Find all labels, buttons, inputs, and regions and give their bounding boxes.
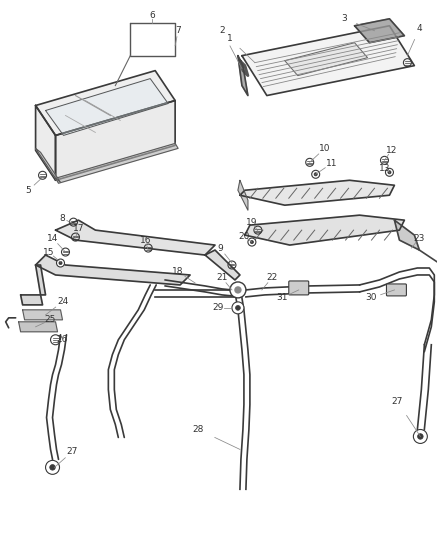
Text: 11: 11 — [326, 159, 337, 168]
Circle shape — [312, 171, 320, 178]
Polygon shape — [35, 106, 56, 180]
Polygon shape — [35, 71, 175, 135]
FancyBboxPatch shape — [289, 281, 309, 295]
Text: 20: 20 — [238, 232, 250, 240]
Polygon shape — [238, 180, 248, 210]
Text: 18: 18 — [173, 268, 184, 277]
Text: 19: 19 — [246, 217, 258, 227]
Polygon shape — [56, 101, 175, 180]
Text: 31: 31 — [276, 293, 288, 302]
Polygon shape — [242, 26, 414, 95]
FancyBboxPatch shape — [386, 284, 406, 296]
Circle shape — [50, 465, 55, 470]
Text: 22: 22 — [266, 273, 277, 282]
Text: 27: 27 — [392, 397, 403, 406]
Text: 8: 8 — [60, 214, 65, 223]
Polygon shape — [35, 255, 190, 285]
Text: 29: 29 — [212, 303, 224, 312]
Circle shape — [388, 171, 391, 174]
Text: 17: 17 — [73, 224, 84, 232]
Circle shape — [46, 461, 60, 474]
Circle shape — [236, 305, 240, 310]
Text: 21: 21 — [216, 273, 228, 282]
Circle shape — [250, 240, 254, 244]
Polygon shape — [240, 180, 395, 205]
Polygon shape — [46, 78, 168, 135]
Text: 26: 26 — [57, 335, 68, 344]
Text: 28: 28 — [192, 425, 204, 434]
Polygon shape — [238, 55, 248, 95]
Text: 16: 16 — [139, 236, 151, 245]
Circle shape — [385, 168, 393, 176]
Polygon shape — [23, 310, 63, 320]
Circle shape — [59, 261, 62, 264]
Text: 3: 3 — [342, 14, 347, 23]
Polygon shape — [355, 19, 404, 43]
Text: 4: 4 — [417, 25, 422, 33]
Text: 25: 25 — [45, 316, 56, 324]
Circle shape — [417, 434, 423, 439]
Circle shape — [314, 173, 317, 176]
Text: 14: 14 — [47, 233, 58, 243]
Polygon shape — [205, 250, 240, 280]
Polygon shape — [35, 148, 60, 182]
Polygon shape — [245, 215, 404, 245]
Text: 5: 5 — [26, 185, 32, 195]
Text: 9: 9 — [217, 244, 223, 253]
Text: 30: 30 — [366, 293, 377, 302]
Circle shape — [413, 430, 427, 443]
Polygon shape — [35, 265, 46, 295]
Text: 10: 10 — [319, 144, 330, 153]
Polygon shape — [56, 143, 178, 183]
Text: 15: 15 — [43, 247, 54, 256]
Circle shape — [235, 287, 241, 293]
Text: 12: 12 — [386, 146, 397, 155]
Polygon shape — [56, 220, 215, 255]
Polygon shape — [19, 322, 57, 332]
Circle shape — [248, 238, 256, 246]
Text: 27: 27 — [67, 447, 78, 456]
Text: 2: 2 — [219, 26, 225, 35]
Text: 23: 23 — [413, 233, 425, 243]
Text: 24: 24 — [57, 297, 68, 306]
Circle shape — [232, 302, 244, 314]
Circle shape — [57, 259, 64, 267]
Text: 6: 6 — [149, 11, 155, 20]
Polygon shape — [285, 43, 367, 76]
Circle shape — [230, 282, 246, 298]
Polygon shape — [395, 220, 419, 250]
Polygon shape — [21, 295, 42, 305]
Polygon shape — [240, 61, 248, 76]
Text: 1: 1 — [227, 34, 233, 43]
Text: 7: 7 — [175, 26, 181, 35]
Text: 13: 13 — [379, 164, 390, 173]
